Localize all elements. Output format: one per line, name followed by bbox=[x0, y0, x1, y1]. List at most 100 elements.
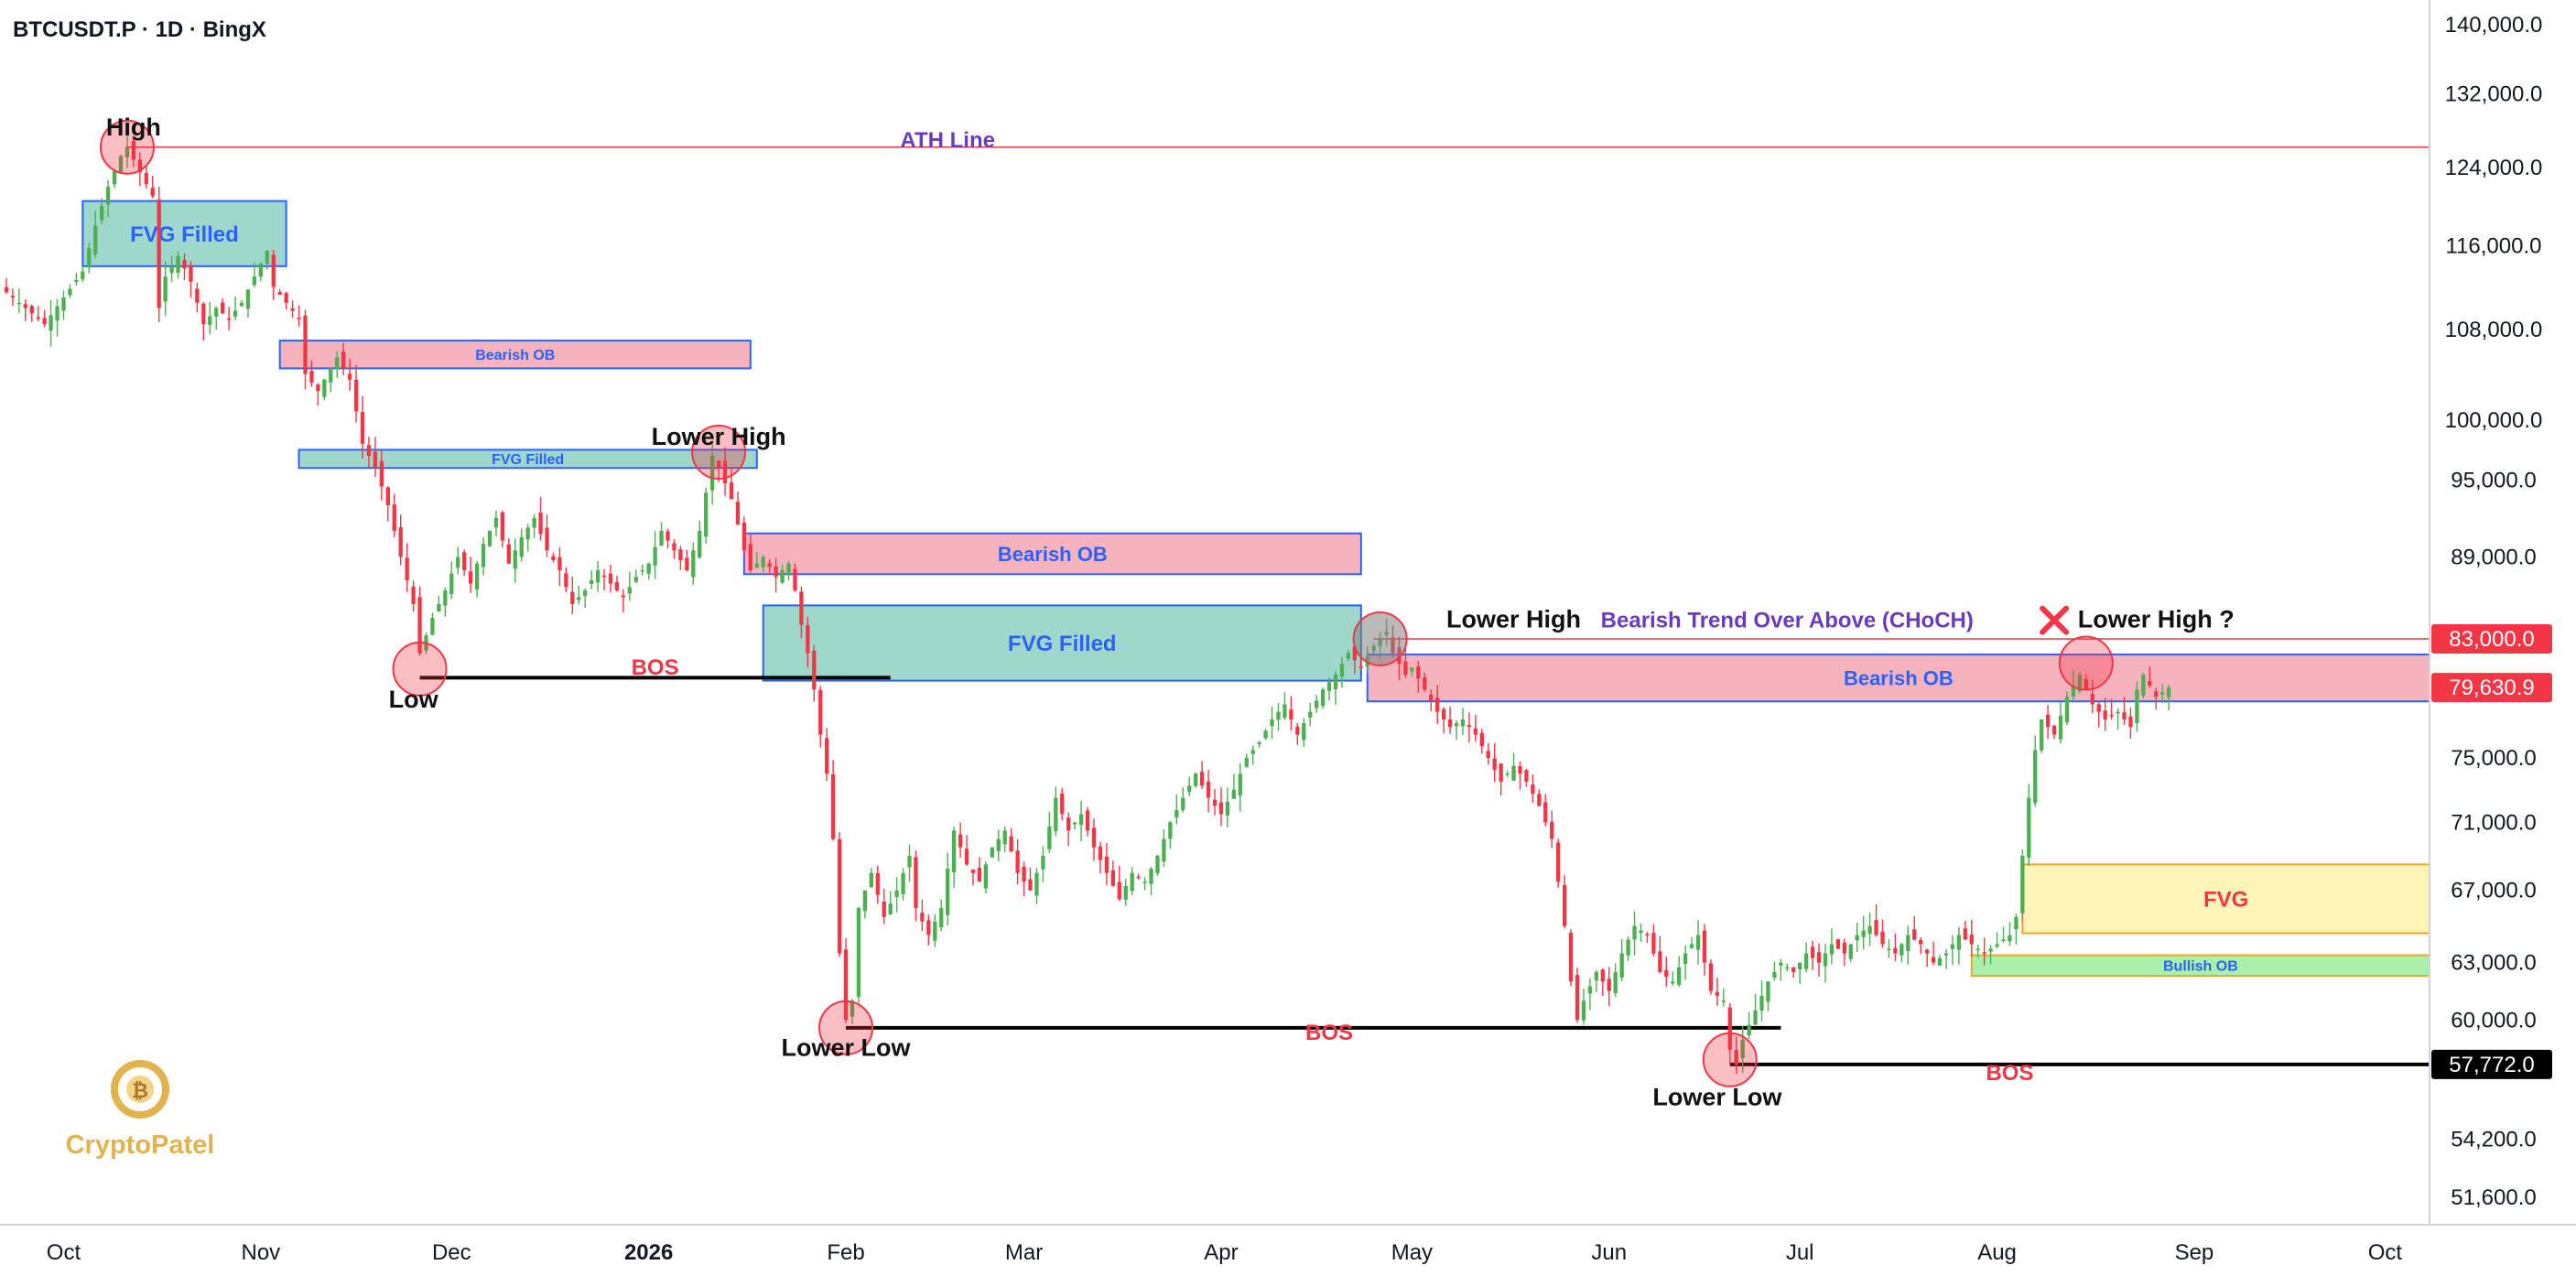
pivot-marker-2[interactable] bbox=[392, 641, 448, 697]
candle-body bbox=[1988, 948, 1993, 952]
pivot-marker-1[interactable] bbox=[691, 425, 747, 481]
candle-body bbox=[1740, 1039, 1745, 1059]
candle-body bbox=[182, 259, 187, 269]
pivot-marker-5[interactable] bbox=[1702, 1032, 1758, 1087]
candle-body bbox=[939, 908, 944, 928]
y-tick-5: 100,000.0 bbox=[2445, 408, 2543, 433]
candle-body bbox=[1785, 967, 1790, 969]
candle-body bbox=[36, 317, 40, 319]
zone-label-4: FVG Filled bbox=[1008, 632, 1117, 656]
candle-body bbox=[621, 595, 626, 598]
candle-body bbox=[627, 587, 632, 594]
candle-body bbox=[767, 563, 772, 568]
candle-body bbox=[1499, 763, 1503, 782]
candle-body bbox=[1810, 946, 1815, 958]
pivot-marker-0[interactable] bbox=[99, 119, 155, 175]
candle-body bbox=[914, 857, 918, 909]
pivot-marker-4[interactable] bbox=[1352, 611, 1408, 666]
zone-label-1: Bearish OB bbox=[475, 348, 555, 363]
candle-body bbox=[691, 550, 696, 578]
candle-body bbox=[169, 265, 174, 274]
candle-body bbox=[659, 530, 664, 546]
zone-4[interactable] bbox=[762, 604, 1362, 682]
candle-body bbox=[398, 527, 403, 557]
candle-body bbox=[1900, 944, 1904, 956]
candle-body bbox=[1779, 962, 1783, 966]
candle-body bbox=[1041, 855, 1045, 870]
candle-body bbox=[245, 289, 251, 309]
x-axis[interactable]: Oct Nov Dec 2026 Feb Mar Apr May Jun Jul Aug Sep Oct bbox=[47, 1240, 2403, 1265]
candle-body bbox=[2040, 719, 2044, 751]
candle-body bbox=[608, 573, 613, 584]
cryptopatel-logo: ₿ CryptoPatel bbox=[66, 1060, 214, 1160]
candle-body bbox=[481, 544, 486, 568]
zone-6[interactable] bbox=[2021, 863, 2431, 935]
candles-layer bbox=[4, 135, 2171, 1075]
candle-body bbox=[1416, 666, 1421, 679]
candle-body bbox=[818, 689, 823, 735]
candle-body bbox=[570, 591, 575, 604]
zone-2[interactable] bbox=[298, 449, 758, 470]
zone-label-2: FVG Filled bbox=[492, 452, 564, 468]
zone-label-5: Bearish OB bbox=[1844, 667, 1954, 690]
candle-body bbox=[341, 351, 346, 369]
candle-body bbox=[1683, 953, 1688, 965]
candle-body bbox=[417, 597, 422, 654]
candle-body bbox=[2122, 712, 2127, 719]
candle-body bbox=[557, 557, 562, 570]
y-axis[interactable]: 140,000.0 132,000.0 124,000.0 116,000.0 108,… bbox=[2431, 13, 2552, 1210]
candle-body bbox=[1066, 817, 1071, 831]
zone-5[interactable] bbox=[1366, 654, 2430, 703]
candle-body bbox=[577, 597, 581, 600]
candle-body bbox=[1798, 962, 1802, 969]
candle-body bbox=[850, 1000, 855, 1017]
candle-body bbox=[2148, 681, 2152, 687]
candle-body bbox=[1479, 732, 1484, 747]
x-tick-7: May bbox=[1391, 1240, 1433, 1265]
candle-body bbox=[2116, 711, 2120, 714]
y-tick-2: 124,000.0 bbox=[2445, 156, 2543, 180]
candle-body bbox=[1671, 981, 1675, 984]
candle-body bbox=[265, 251, 269, 265]
candle-body bbox=[595, 569, 601, 583]
y-tick-10: 75,000.0 bbox=[2451, 746, 2536, 771]
candle-body bbox=[513, 550, 517, 569]
candle-body bbox=[309, 371, 314, 383]
candle-body bbox=[1524, 770, 1529, 782]
pivot-marker-6[interactable] bbox=[2058, 635, 2114, 691]
candle-body bbox=[888, 903, 893, 914]
candle-body bbox=[1358, 666, 1363, 668]
candle-body bbox=[1715, 991, 1720, 996]
candle-body bbox=[506, 544, 511, 564]
candle-body bbox=[1632, 925, 1637, 940]
candle-body bbox=[748, 544, 752, 570]
candle-body bbox=[2103, 710, 2107, 719]
zone-3[interactable] bbox=[742, 532, 1362, 576]
candle-body bbox=[1015, 850, 1020, 873]
candle-body bbox=[157, 199, 161, 308]
pivot-marker-3[interactable] bbox=[818, 1000, 874, 1055]
candle-body bbox=[124, 146, 130, 157]
zone-1[interactable] bbox=[278, 340, 752, 370]
candle-body bbox=[1009, 836, 1013, 852]
candle-body bbox=[2096, 704, 2101, 712]
candle-body bbox=[411, 586, 416, 604]
candle-body bbox=[2084, 678, 2088, 690]
candle-body bbox=[2154, 691, 2159, 697]
candle-body bbox=[1199, 772, 1205, 786]
candle-body bbox=[360, 411, 365, 444]
y-tick-4: 108,000.0 bbox=[2445, 318, 2543, 342]
candle-body bbox=[1931, 957, 1936, 963]
candle-body bbox=[709, 455, 715, 491]
candle-body bbox=[1454, 723, 1459, 727]
candle-body bbox=[1619, 953, 1624, 979]
zone-label-6: FVG bbox=[2203, 888, 2248, 913]
price-badge-8 bbox=[2431, 623, 2552, 654]
candle-body bbox=[1187, 785, 1192, 793]
zone-label-7: Bullish OB bbox=[2163, 959, 2238, 975]
candle-body bbox=[1315, 700, 1319, 708]
candle-body bbox=[601, 575, 607, 578]
candle-body bbox=[519, 536, 524, 557]
candle-body bbox=[1880, 931, 1885, 945]
